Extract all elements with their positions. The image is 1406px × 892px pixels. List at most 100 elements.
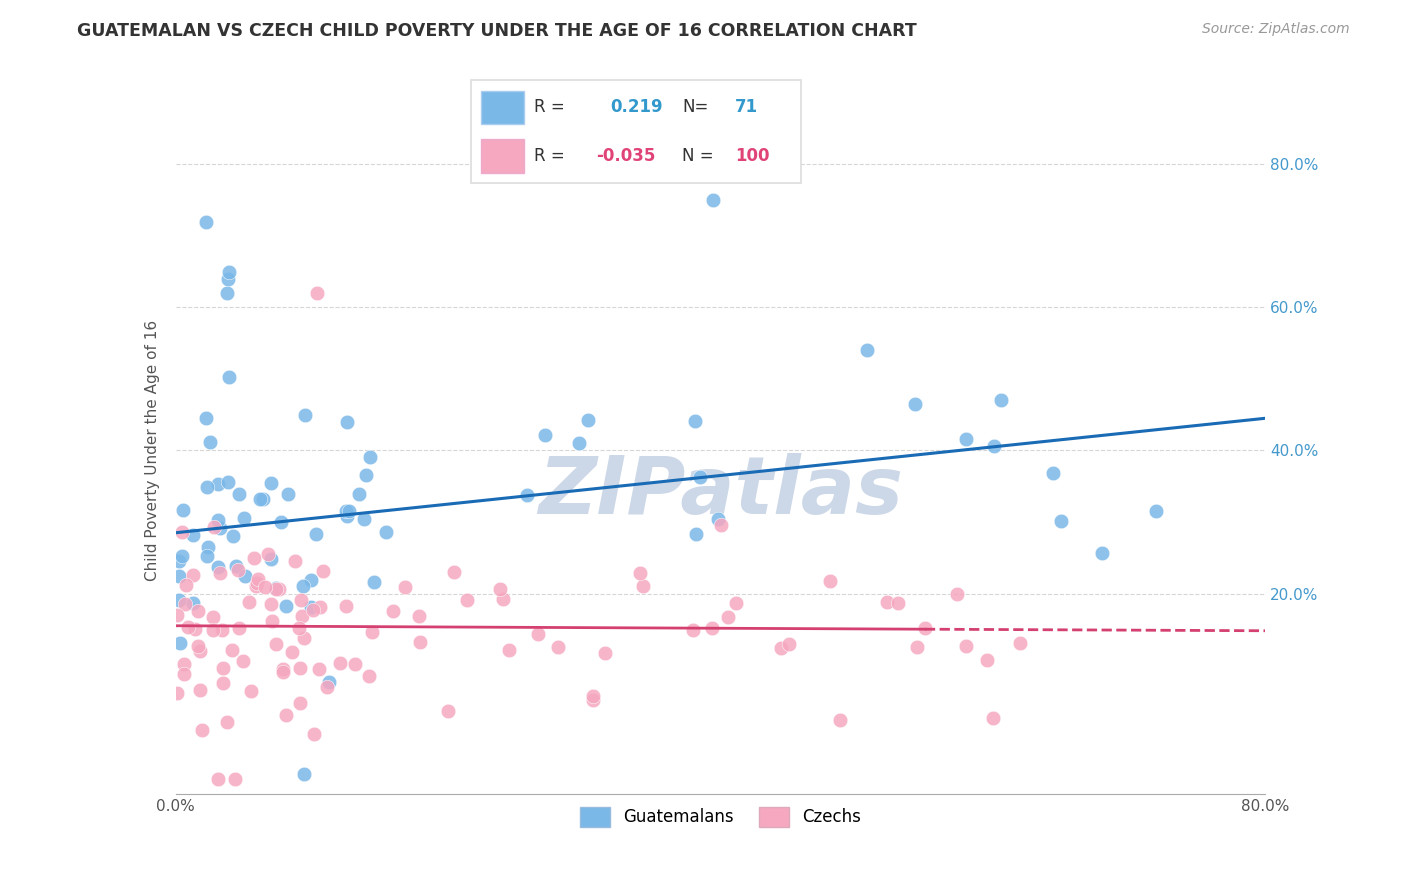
Point	[856, 343, 879, 358]
Point	[702, 193, 724, 207]
Point	[408, 609, 430, 624]
Text: ZIPatlas: ZIPatlas	[538, 452, 903, 531]
Text: N=: N=	[682, 98, 709, 117]
Point	[344, 657, 367, 672]
Point	[188, 644, 211, 658]
Point	[207, 477, 229, 491]
Point	[277, 487, 299, 501]
Point	[347, 487, 370, 501]
Point	[197, 540, 219, 554]
Point	[707, 511, 730, 525]
Point	[291, 579, 314, 593]
Point	[167, 569, 190, 583]
Point	[309, 599, 332, 614]
Point	[166, 686, 188, 700]
Point	[488, 582, 510, 597]
Point	[246, 576, 269, 591]
Point	[218, 264, 240, 278]
Point	[187, 604, 209, 618]
Point	[259, 476, 281, 491]
FancyBboxPatch shape	[471, 80, 801, 183]
Point	[516, 488, 538, 502]
Point	[188, 682, 211, 697]
Point	[218, 370, 240, 384]
Point	[305, 527, 328, 541]
Point	[456, 592, 478, 607]
Point	[318, 674, 340, 689]
Point	[233, 511, 256, 525]
Point	[357, 669, 380, 683]
Point	[305, 286, 328, 301]
Text: R =: R =	[534, 146, 565, 165]
Point	[225, 558, 247, 573]
Point	[887, 596, 910, 610]
Point	[207, 772, 229, 786]
Point	[201, 610, 224, 624]
Point	[217, 475, 239, 489]
Bar	[481, 139, 524, 173]
Point	[770, 641, 793, 656]
Point	[181, 568, 204, 582]
Point	[335, 599, 357, 614]
Point	[264, 637, 287, 651]
Point	[211, 623, 233, 637]
Point	[202, 520, 225, 534]
Point	[976, 653, 998, 667]
Point	[290, 608, 312, 623]
Point	[264, 582, 287, 596]
Point	[292, 767, 315, 781]
Point	[253, 581, 276, 595]
Point	[302, 727, 325, 741]
Point	[284, 554, 307, 568]
Point	[437, 704, 460, 718]
Point	[274, 599, 297, 613]
Point	[281, 645, 304, 659]
Point	[689, 470, 711, 484]
Point	[172, 503, 194, 517]
Text: Source: ZipAtlas.com: Source: ZipAtlas.com	[1202, 22, 1350, 37]
Point	[315, 680, 337, 694]
Point	[312, 564, 335, 578]
Point	[195, 480, 218, 494]
Point	[173, 657, 195, 672]
Point	[169, 554, 191, 568]
Point	[290, 592, 312, 607]
Point	[353, 512, 375, 526]
Point	[581, 689, 603, 703]
Point	[215, 286, 238, 301]
Text: R =: R =	[534, 98, 565, 117]
Point	[169, 636, 191, 650]
Point	[195, 549, 218, 563]
Point	[217, 714, 239, 729]
Point	[207, 560, 229, 574]
Point	[226, 563, 249, 577]
Text: N =: N =	[682, 146, 714, 165]
Point	[374, 524, 396, 539]
Point	[238, 595, 260, 609]
Point	[208, 566, 231, 580]
Point	[363, 574, 385, 589]
Point	[222, 529, 245, 543]
Point	[1010, 636, 1032, 650]
Point	[228, 621, 250, 635]
Point	[273, 663, 295, 677]
Point	[983, 439, 1005, 453]
Point	[717, 610, 740, 624]
Point	[683, 414, 706, 428]
Text: 71: 71	[735, 98, 758, 117]
Point	[876, 595, 898, 609]
Point	[308, 662, 330, 676]
Point	[260, 597, 283, 611]
Point	[990, 393, 1012, 408]
Point	[443, 565, 465, 579]
Point	[166, 608, 188, 623]
Point	[381, 604, 404, 618]
Point	[394, 580, 416, 594]
Point	[946, 587, 969, 601]
Point	[239, 683, 262, 698]
Point	[361, 625, 384, 640]
Point	[184, 623, 207, 637]
Point	[257, 547, 280, 561]
Point	[233, 568, 256, 582]
Bar	[481, 91, 524, 124]
